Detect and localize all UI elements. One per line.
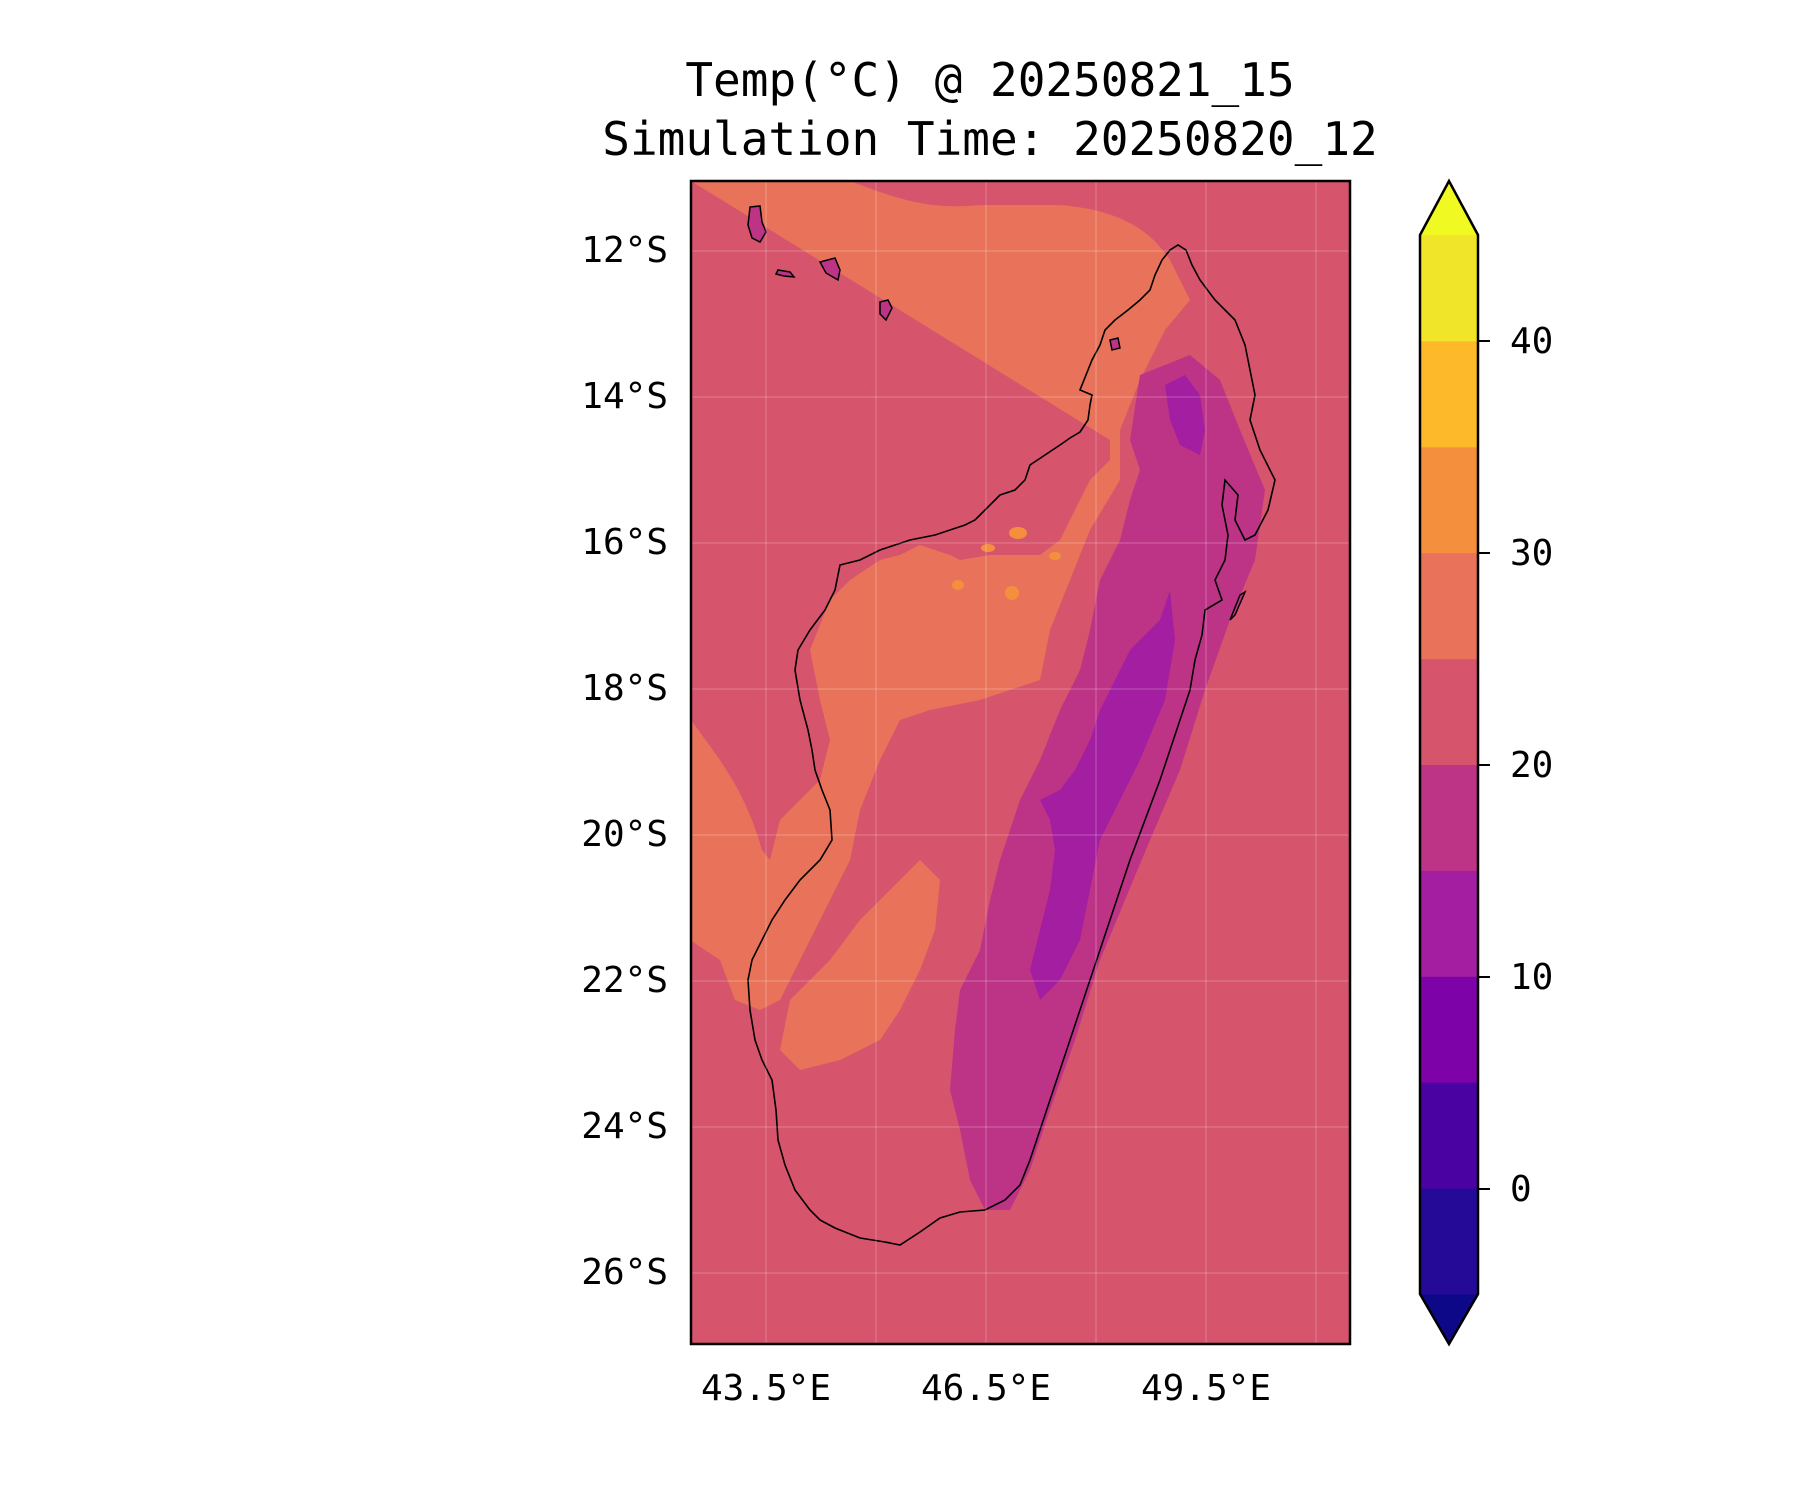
colorbar-ticks: 40 30 20 10 0: [1478, 321, 1553, 1210]
lat-tick-label: 24°S: [581, 1106, 668, 1147]
mayotte-island: [879, 299, 893, 322]
temperature-colorbar: [1418, 178, 1480, 1347]
colorbar-bin: [1420, 976, 1478, 1083]
lat-tick-label: 22°S: [581, 960, 668, 1001]
colorbar-bin: [1420, 658, 1478, 765]
colorbar-tick-label: 30: [1510, 533, 1553, 574]
lat-tick-label: 20°S: [581, 814, 668, 855]
temp-band-30-35-spot: [1009, 527, 1027, 539]
colorbar-tick-label: 40: [1510, 321, 1553, 362]
lat-tick-label: 14°S: [581, 376, 668, 417]
map-title-line-2: Simulation Time: 20250820_12: [602, 112, 1378, 166]
temp-band-25-30-central: [780, 860, 940, 1070]
colorbar-tick-label: 20: [1510, 745, 1553, 786]
colorbar-tick-label: 10: [1510, 957, 1553, 998]
comoros-island-grande: [747, 205, 767, 243]
temp-band-25-30-north: [691, 181, 1190, 1010]
lon-tick-label: 43.5°E: [701, 1368, 831, 1409]
colorbar-bin: [1420, 235, 1478, 342]
map-frame: [689, 179, 1352, 1346]
latitude-axis: 12°S 14°S 16°S 18°S 20°S 22°S 24°S 26°S: [581, 230, 668, 1293]
temp-band-30-35-spot: [1049, 552, 1061, 560]
colorbar-tick-label: 0: [1510, 1169, 1532, 1210]
colorbar-bin: [1420, 446, 1478, 554]
map-title-line-1: Temp(°C) @ 20250821_15: [685, 53, 1295, 107]
lon-tick-label: 49.5°E: [1141, 1368, 1271, 1409]
comoros-island-moheli: [774, 269, 796, 278]
sainte-marie-island: [1229, 590, 1247, 621]
colorbar-outline: [1418, 178, 1480, 1347]
colorbar-bin: [1420, 552, 1478, 660]
colorbar-bin: [1420, 870, 1478, 977]
temp-band-30-35-spot: [1005, 586, 1019, 600]
temp-band-30-35-spot: [981, 544, 995, 552]
longitude-axis: 43.5°E 46.5°E 49.5°E: [701, 1368, 1271, 1409]
madagascar-coastline: [747, 244, 1276, 1246]
temp-band-30-35-spot: [952, 580, 964, 590]
colorbar-bin: [1420, 1188, 1478, 1295]
colorbar-extend-high: [1420, 181, 1478, 235]
lat-tick-label: 16°S: [581, 522, 668, 563]
colorbar-bin: [1420, 764, 1478, 871]
colorbar-bin: [1420, 340, 1478, 448]
nosy-be-island: [1109, 337, 1121, 351]
colorbar-extend-low: [1420, 1294, 1478, 1344]
lat-tick-label: 12°S: [581, 230, 668, 271]
map-gridlines: [691, 181, 1350, 1344]
temp-band-10-15-north: [1165, 375, 1205, 455]
lat-tick-label: 18°S: [581, 668, 668, 709]
colorbar-bin: [1420, 1082, 1478, 1189]
temp-band-10-15-central: [1030, 590, 1175, 1000]
comoros-island-anjouan: [818, 257, 841, 282]
map-field: [691, 181, 1350, 1344]
lon-tick-label: 46.5°E: [921, 1368, 1051, 1409]
lat-tick-label: 26°S: [581, 1252, 668, 1293]
